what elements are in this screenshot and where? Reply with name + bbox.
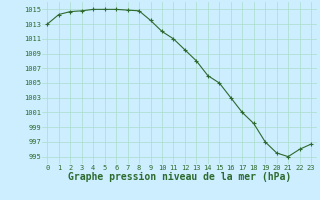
X-axis label: Graphe pression niveau de la mer (hPa): Graphe pression niveau de la mer (hPa) <box>68 172 291 182</box>
